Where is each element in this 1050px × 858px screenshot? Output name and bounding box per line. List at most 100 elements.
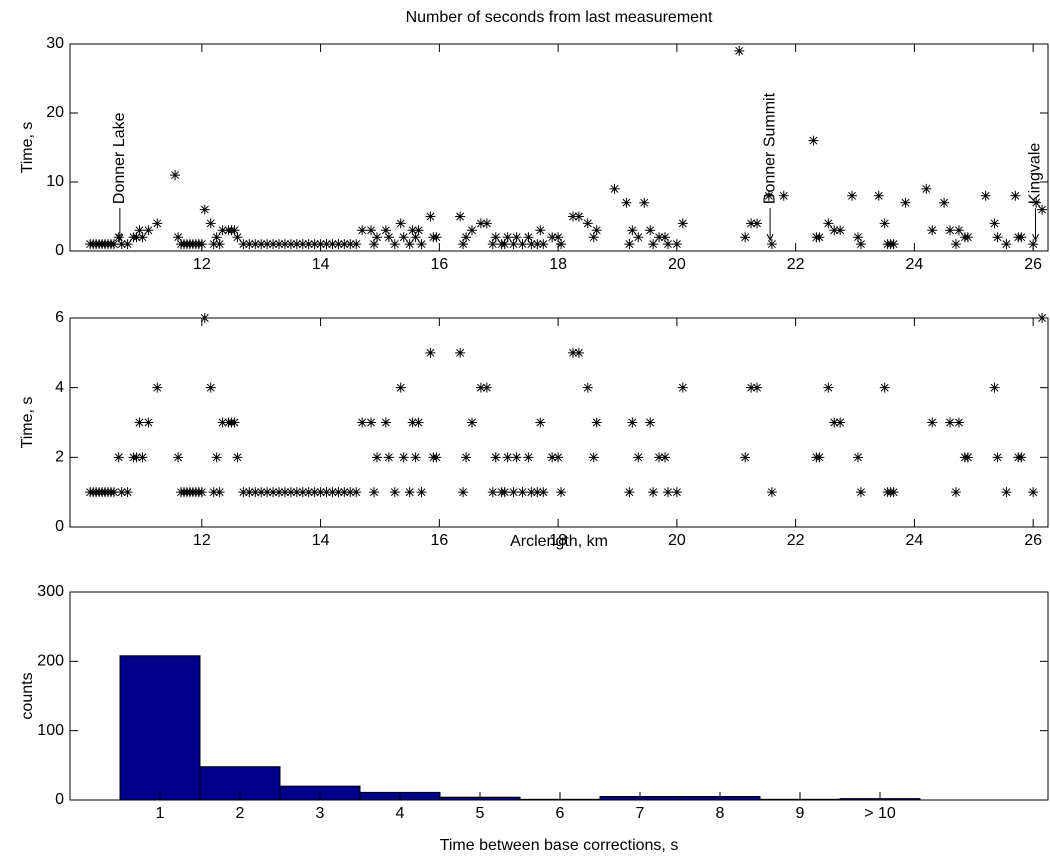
marker: [553, 452, 564, 463]
marker: [398, 452, 409, 463]
marker: [654, 232, 665, 243]
marker: [431, 232, 442, 243]
marker: [517, 239, 528, 250]
marker: [404, 239, 415, 250]
x-tick-label: 16: [430, 256, 448, 273]
axes-box: [69, 317, 1049, 528]
marker: [874, 243, 884, 253]
marker: [232, 232, 243, 243]
marker: [535, 417, 546, 428]
marker: [208, 239, 219, 250]
marker: [214, 239, 225, 250]
marker: [369, 487, 380, 498]
marker: [413, 417, 424, 428]
marker: [395, 218, 406, 229]
marker: [416, 487, 427, 498]
x-tick-label: 22: [787, 532, 805, 549]
marker: [573, 347, 584, 358]
marker: [852, 452, 863, 463]
marker: [205, 382, 216, 393]
y-tick-label: 30: [46, 35, 64, 52]
marker: [262, 239, 273, 250]
marker: [461, 452, 472, 463]
marker: [1001, 487, 1012, 498]
x-tick-label: > 10: [864, 805, 896, 822]
marker: [490, 232, 501, 243]
marker: [398, 232, 409, 243]
marker: [734, 45, 745, 56]
marker: [152, 382, 163, 393]
marker: [371, 232, 382, 243]
marker: [829, 225, 840, 236]
marker: [621, 197, 632, 208]
marker: [416, 239, 427, 250]
marker: [627, 225, 638, 236]
marker: [523, 452, 534, 463]
marker: [662, 487, 673, 498]
marker: [814, 232, 825, 243]
marker: [458, 239, 469, 250]
marker: [950, 487, 961, 498]
marker: [523, 232, 534, 243]
marker: [588, 452, 599, 463]
marker: [134, 417, 145, 428]
x-tick-label: 1: [156, 805, 165, 822]
marker: [327, 487, 338, 498]
marker: [173, 232, 184, 243]
marker: [939, 278, 949, 288]
marker: [1010, 190, 1021, 201]
marker: [205, 218, 216, 229]
marker: [511, 232, 522, 243]
marker: [333, 487, 344, 498]
marker: [567, 211, 578, 222]
marker: [425, 347, 436, 358]
marker: [274, 239, 285, 250]
marker: [229, 417, 240, 428]
marker: [303, 487, 314, 498]
marker: [481, 382, 492, 393]
marker: [1031, 197, 1042, 208]
marker: [425, 211, 436, 222]
marker: [591, 417, 602, 428]
marker: [621, 278, 631, 288]
bar: [119, 655, 201, 801]
marker: [847, 190, 858, 201]
marker: [582, 382, 593, 393]
y-axis-label: Time, s: [19, 397, 36, 449]
marker: [1031, 278, 1041, 288]
x-tick-label: 5: [476, 805, 485, 822]
marker: [122, 239, 133, 250]
marker: [407, 225, 418, 236]
x-tick-label: 2: [236, 805, 245, 822]
marker: [662, 239, 673, 250]
marker: [431, 452, 442, 463]
marker: [238, 487, 249, 498]
marker: [315, 487, 326, 498]
marker: [152, 218, 163, 229]
y-tick-label: 4: [55, 379, 64, 396]
marker: [517, 487, 528, 498]
marker: [573, 211, 584, 222]
marker: [268, 487, 279, 498]
marker: [116, 487, 127, 498]
marker: [122, 487, 133, 498]
marker: [808, 135, 819, 146]
marker: [238, 239, 249, 250]
marker: [847, 243, 857, 253]
marker: [752, 218, 763, 229]
x-tick-label: 6: [556, 805, 565, 822]
y-tick-label: 20: [46, 104, 64, 121]
plot-area: [85, 45, 1048, 250]
marker: [567, 347, 578, 358]
marker: [351, 487, 362, 498]
marker: [108, 487, 119, 498]
marker: [582, 218, 593, 229]
x-tick-label: 7: [636, 805, 645, 822]
plot-area: [119, 655, 921, 801]
marker: [1016, 452, 1027, 463]
x-tick-label: 8: [716, 805, 725, 822]
x-tick-label: 26: [1024, 256, 1042, 273]
x-tick-label: 24: [905, 256, 923, 273]
